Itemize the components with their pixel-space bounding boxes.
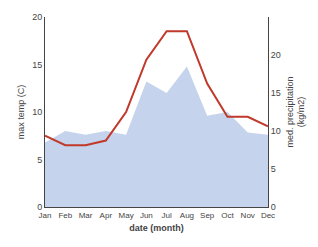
svg-text:Jun: Jun — [140, 211, 153, 220]
svg-text:May: May — [119, 211, 134, 220]
svg-text:med. precipitation(kg/m2): med. precipitation(kg/m2) — [285, 76, 307, 147]
svg-text:Oct: Oct — [221, 211, 234, 220]
svg-text:date (month): date (month) — [129, 223, 184, 233]
svg-text:20: 20 — [32, 12, 42, 22]
svg-text:15: 15 — [271, 88, 281, 98]
svg-text:Jan: Jan — [39, 211, 52, 220]
svg-text:20: 20 — [271, 50, 281, 60]
svg-text:Mar: Mar — [79, 211, 93, 220]
svg-text:5: 5 — [37, 155, 42, 165]
svg-text:Nov: Nov — [241, 211, 255, 220]
svg-text:max temp (C): max temp (C) — [16, 85, 26, 140]
svg-text:10: 10 — [32, 107, 42, 117]
svg-text:Apr: Apr — [100, 211, 113, 220]
svg-text:0: 0 — [37, 202, 42, 212]
svg-text:15: 15 — [32, 60, 42, 70]
svg-text:Aug: Aug — [180, 211, 194, 220]
svg-text:5: 5 — [271, 164, 276, 174]
svg-text:Feb: Feb — [58, 211, 72, 220]
svg-text:Dec: Dec — [261, 211, 275, 220]
svg-text:Jul: Jul — [162, 211, 172, 220]
svg-text:10: 10 — [271, 126, 281, 136]
svg-text:Sep: Sep — [200, 211, 215, 220]
svg-text:0: 0 — [271, 202, 276, 212]
